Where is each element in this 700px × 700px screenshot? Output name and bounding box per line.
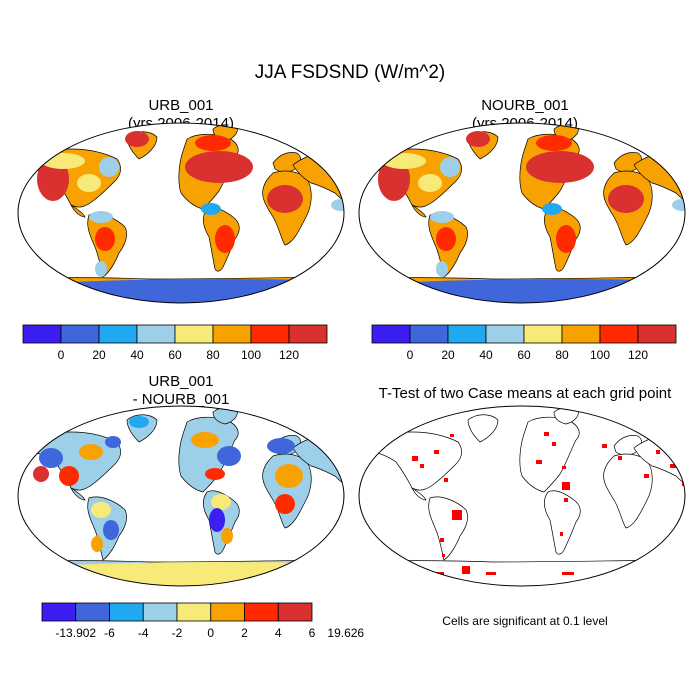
panel-nourb-title-line1: NOURB_001 — [481, 97, 569, 114]
colorbar-diff-tick-label: -2 — [172, 626, 183, 640]
colorbar-nourb-swatch — [485, 324, 525, 344]
panel-diff-border — [17, 405, 345, 587]
colorbar-urb-tick-label: 80 — [206, 348, 220, 362]
main-title: JJA FSDSND (W/m^2) — [255, 62, 445, 83]
panel-ttest-note: Cells are significant at 0.1 level — [442, 614, 607, 628]
colorbar-diff-swatch — [109, 602, 144, 622]
colorbar-diff-tick-label: 19.626 — [327, 626, 364, 640]
panel-nourb-map — [359, 123, 685, 303]
colorbar-urb-swatch — [250, 324, 290, 344]
colorbar-diff-swatch — [142, 602, 178, 622]
panel-diff-colorbar: -13.902 -6 -4 -2 0 2 4 6 19.626 — [41, 602, 364, 640]
panel-ttest-map — [359, 406, 685, 586]
colorbar-diff-swatch — [75, 602, 110, 622]
colorbar-diff-swatch — [176, 602, 212, 622]
colorbar-urb-swatch — [22, 324, 62, 344]
colorbar-urb-swatch — [136, 324, 176, 344]
colorbar-diff-tick-label: 4 — [275, 626, 282, 640]
colorbar-diff-swatch — [277, 602, 313, 622]
colorbar-urb-swatch — [212, 324, 252, 344]
panel-ttest: T-Test of two Case means at each grid po… — [358, 385, 686, 628]
panel-urb-title-line1: URB_001 — [148, 97, 213, 114]
colorbar-diff-tick-label: -13.902 — [55, 626, 96, 640]
colorbar-nourb-swatch — [637, 324, 677, 344]
panel-ttest-title: T-Test of two Case means at each grid po… — [379, 385, 672, 402]
colorbar-urb-swatch — [98, 324, 138, 344]
panel-urb-border — [17, 122, 345, 304]
colorbar-diff-swatch — [41, 602, 77, 622]
colorbar-nourb-tick-label: 20 — [441, 348, 455, 362]
colorbar-nourb-tick-label: 60 — [517, 348, 531, 362]
colorbar-nourb-swatch — [447, 324, 487, 344]
colorbar-urb-swatch — [60, 324, 100, 344]
colorbar-urb-tick-label: 60 — [168, 348, 182, 362]
colorbar-nourb-tick-label: 100 — [590, 348, 610, 362]
panel-nourb-colorbar: 0 20 40 60 80 100 120 — [371, 324, 677, 362]
panel-diff-title-line2: - NOURB_001 — [133, 391, 230, 408]
colorbar-urb-swatch — [288, 324, 328, 344]
colorbar-urb-tick-label: 20 — [92, 348, 106, 362]
colorbar-urb-tick-label: 40 — [130, 348, 144, 362]
colorbar-nourb-tick-label: 120 — [628, 348, 648, 362]
colorbar-diff-swatch — [244, 602, 279, 622]
colorbar-nourb-swatch — [561, 324, 601, 344]
colorbar-nourb-swatch — [409, 324, 449, 344]
colorbar-nourb-swatch — [523, 324, 563, 344]
colorbar-diff-tick-label: 0 — [207, 626, 214, 640]
colorbar-nourb-swatch — [599, 324, 639, 344]
colorbar-nourb-swatch — [371, 324, 411, 344]
colorbar-nourb-tick-label: 80 — [555, 348, 569, 362]
colorbar-urb-tick-label: 120 — [279, 348, 299, 362]
panel-urb-colorbar: 0 20 40 60 80 100 120 — [22, 324, 328, 362]
colorbar-diff-tick-label: 2 — [241, 626, 248, 640]
panel-ttest-border — [358, 405, 686, 587]
colorbar-nourb-tick-label: 0 — [407, 348, 414, 362]
colorbar-urb-swatch — [174, 324, 214, 344]
colorbar-urb-tick-label: 0 — [58, 348, 65, 362]
panel-diff: URB_001 - NOURB_001 — [17, 373, 364, 640]
colorbar-urb-tick-label: 100 — [241, 348, 261, 362]
panel-diff-title-line1: URB_001 — [148, 373, 213, 390]
panel-nourb-border — [358, 122, 686, 304]
colorbar-nourb-tick-label: 40 — [479, 348, 493, 362]
colorbar-diff-swatch — [210, 602, 245, 622]
colorbar-diff-tick-label: -4 — [138, 626, 149, 640]
colorbar-diff-tick-label: -6 — [104, 626, 115, 640]
colorbar-diff-tick-label: 6 — [309, 626, 316, 640]
panel-nourb: NOURB_001 (yrs 2006-2014) — [358, 97, 686, 362]
